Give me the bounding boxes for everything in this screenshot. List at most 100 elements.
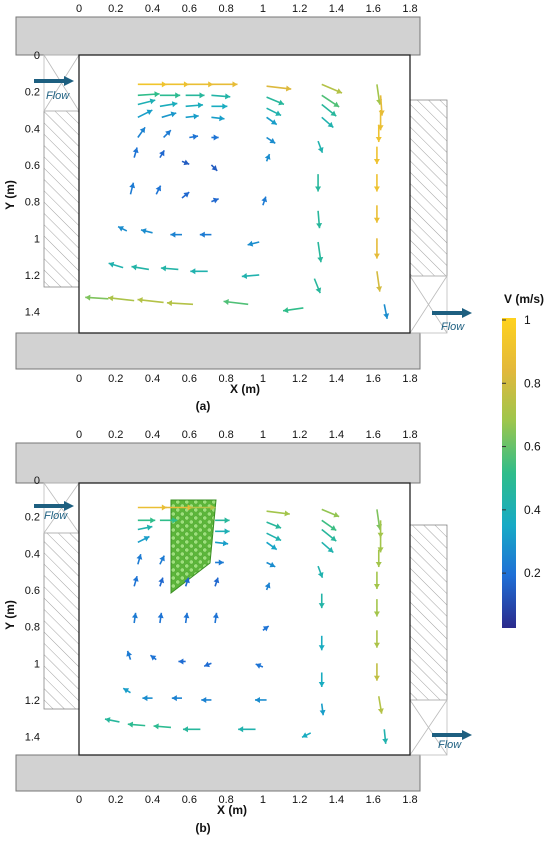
colorbar-tick-label: 0.2 bbox=[524, 566, 541, 580]
outlet-flow-a: Flow bbox=[432, 308, 472, 333]
colorbar-tick-label: 1 bbox=[524, 313, 531, 327]
velocity-vector bbox=[383, 304, 390, 319]
velocity-vector bbox=[210, 164, 218, 172]
velocity-vector bbox=[142, 695, 153, 702]
velocity-vector bbox=[159, 81, 189, 88]
x-tick-bottom: 1.2 bbox=[292, 373, 307, 385]
velocity-vector bbox=[163, 129, 172, 139]
top-wall-a bbox=[15, 16, 421, 56]
velocity-vector bbox=[377, 696, 384, 714]
velocity-vector bbox=[266, 107, 282, 117]
velocity-vector bbox=[266, 561, 276, 568]
velocity-vector bbox=[155, 185, 162, 195]
velocity-vector bbox=[137, 517, 156, 524]
x-tick-top: 0 bbox=[76, 3, 82, 15]
velocity-vector bbox=[247, 240, 260, 247]
velocity-vector bbox=[158, 577, 165, 587]
velocity-vector bbox=[317, 565, 324, 579]
domain-a bbox=[78, 54, 411, 334]
y-tick: 0 bbox=[34, 475, 40, 487]
velocity-vector bbox=[266, 521, 282, 529]
x-tick-bottom: 0.2 bbox=[108, 794, 123, 806]
bottom-wall-b bbox=[15, 754, 421, 792]
velocity-vector bbox=[185, 92, 205, 99]
velocity-vector bbox=[321, 83, 343, 94]
x-axis-title-a: X (m) bbox=[230, 382, 260, 396]
x-tick-top: 0.8 bbox=[218, 429, 233, 441]
velocity-vector bbox=[266, 541, 278, 551]
top-x-ticks-b: 0 0.2 0.4 0.6 0.8 1 1.2 1.4 1.6 1.8 bbox=[76, 429, 418, 441]
velocity-vector bbox=[171, 695, 182, 702]
velocity-vector bbox=[382, 729, 389, 744]
velocity-vector bbox=[132, 147, 139, 158]
velocity-vector bbox=[375, 549, 382, 568]
velocity-vector bbox=[373, 205, 380, 223]
velocity-vector bbox=[137, 98, 156, 106]
velocity-vector bbox=[117, 225, 128, 232]
outlet-flow-label-b: Flow bbox=[438, 739, 462, 751]
x-tick-top: 0.2 bbox=[108, 3, 123, 15]
panel-a: 0 0.2 0.4 0.6 0.8 1 1.2 1.4 1.6 1.8 0 0.2 0.4 0.6 0.8… bbox=[3, 3, 472, 413]
x-tick-bottom: 1.4 bbox=[329, 373, 344, 385]
x-tick-top: 1 bbox=[260, 429, 266, 441]
colorbar-tick-label: 0.6 bbox=[524, 440, 541, 454]
panel-label-b: (b) bbox=[195, 821, 210, 835]
x-tick-bottom: 1.6 bbox=[366, 373, 381, 385]
velocity-vector bbox=[266, 136, 276, 144]
colorbar-ticks: 1 0.8 0.6 0.4 0.2 bbox=[502, 313, 541, 580]
domain-b bbox=[78, 482, 411, 756]
velocity-vector bbox=[137, 126, 146, 138]
velocity-vector bbox=[137, 109, 153, 119]
y-tick: 0.6 bbox=[25, 585, 40, 597]
velocity-vector bbox=[185, 113, 199, 120]
velocity-vector bbox=[373, 571, 380, 590]
inlet-flow-a: Flow bbox=[34, 76, 74, 102]
x-tick-bottom: 1.8 bbox=[402, 794, 417, 806]
velocity-vector bbox=[254, 696, 267, 703]
y-tick: 0.2 bbox=[25, 512, 40, 524]
x-tick-top: 0 bbox=[76, 429, 82, 441]
velocity-vector bbox=[316, 210, 323, 229]
velocity-vector bbox=[161, 111, 177, 119]
x-tick-top: 1.8 bbox=[402, 3, 417, 15]
velocity-vector bbox=[266, 532, 282, 542]
x-tick-top: 1.6 bbox=[366, 429, 381, 441]
velocity-vector bbox=[319, 703, 326, 716]
velocity-vector bbox=[159, 101, 178, 108]
velocity-vector bbox=[255, 663, 264, 669]
y-tick: 0.4 bbox=[25, 548, 40, 560]
velocity-vector bbox=[373, 174, 380, 192]
x-tick-top: 0.6 bbox=[182, 429, 197, 441]
velocity-vector bbox=[122, 687, 131, 694]
velocity-vector bbox=[266, 510, 290, 517]
x-tick-top: 1.4 bbox=[329, 429, 344, 441]
bottom-wall-a bbox=[15, 332, 421, 370]
left-porous-wall-b bbox=[43, 532, 80, 710]
x-tick-bottom: 1.6 bbox=[366, 794, 381, 806]
velocity-vector bbox=[223, 298, 249, 306]
velocity-vector bbox=[321, 94, 340, 108]
bottom-x-ticks-a: 0 0.2 0.4 0.6 0.8 1 1.2 1.4 1.6 1.8 bbox=[76, 373, 418, 385]
velocity-vectors-a bbox=[85, 81, 390, 319]
velocity-vector bbox=[137, 524, 153, 531]
velocity-vector bbox=[211, 93, 231, 100]
x-axis-title-b: X (m) bbox=[217, 803, 247, 817]
top-x-ticks-a: 0 0.2 0.4 0.6 0.8 1 1.2 1.4 1.6 1.8 bbox=[76, 3, 418, 15]
y-tick: 1.2 bbox=[25, 695, 40, 707]
right-porous-wall-a bbox=[409, 99, 448, 277]
x-tick-top: 1.6 bbox=[366, 3, 381, 15]
x-tick-top: 1.8 bbox=[402, 429, 417, 441]
velocity-vector bbox=[185, 81, 214, 88]
x-tick-bottom: 1 bbox=[260, 794, 266, 806]
inlet-region-b bbox=[43, 482, 448, 756]
velocity-vector bbox=[157, 612, 164, 624]
velocity-vector bbox=[321, 519, 337, 532]
velocity-vector bbox=[321, 116, 334, 129]
x-tick-top: 0.4 bbox=[145, 3, 160, 15]
velocity-vector bbox=[318, 635, 325, 651]
velocity-vector bbox=[318, 672, 325, 687]
velocity-vector bbox=[373, 599, 380, 617]
velocity-vector bbox=[282, 307, 304, 314]
velocity-vector bbox=[140, 228, 153, 235]
velocity-vector bbox=[181, 159, 190, 166]
